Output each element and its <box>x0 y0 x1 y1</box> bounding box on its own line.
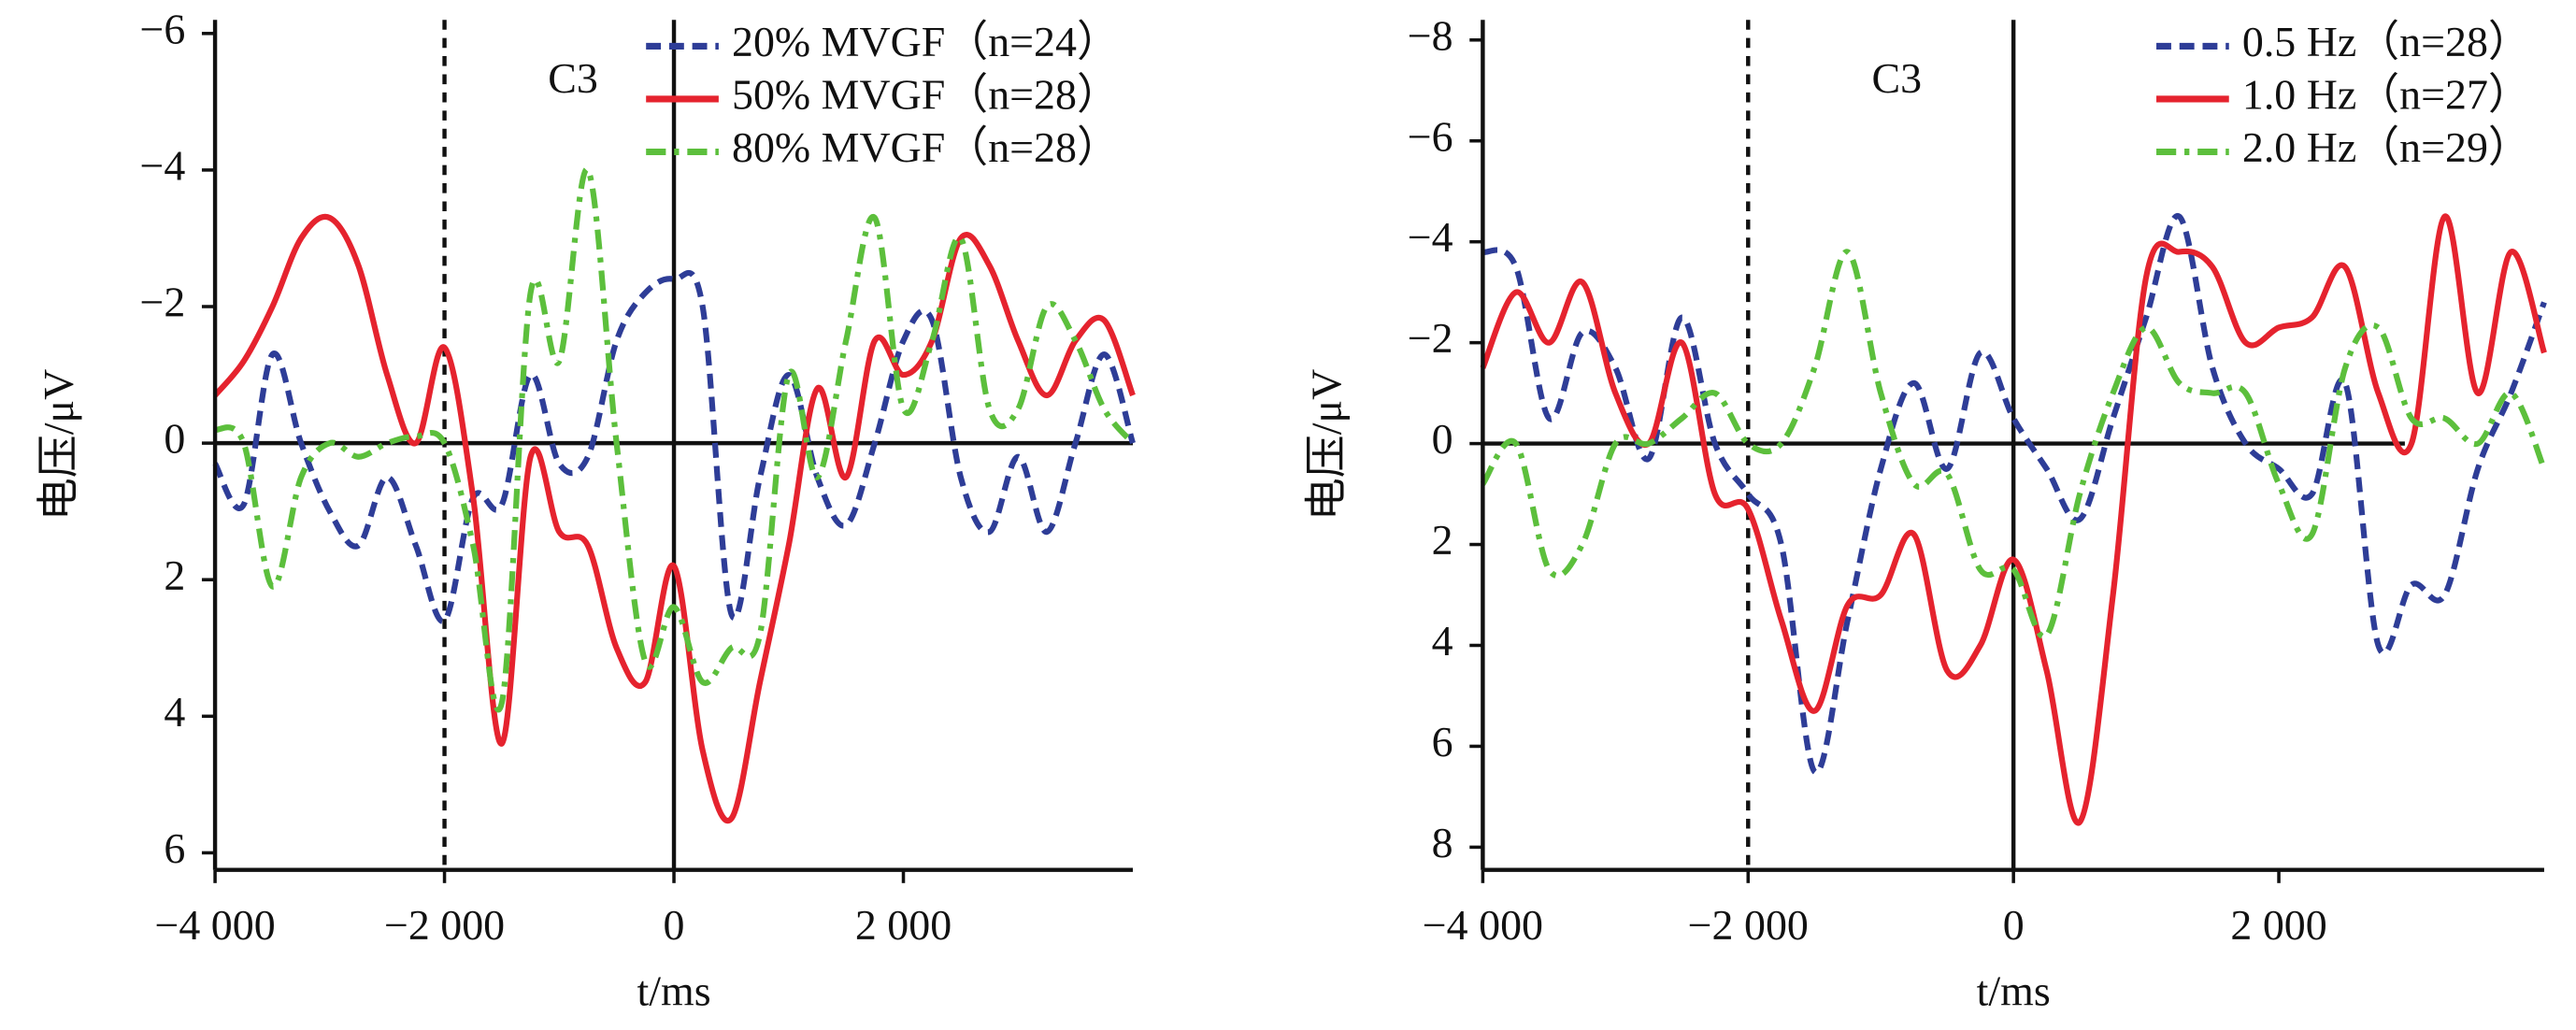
y-tick-label: −2 <box>1408 314 1453 362</box>
x-tick-label: 0 <box>2003 901 2025 949</box>
y-tick-label: −4 <box>139 141 185 189</box>
y-tick-label: −8 <box>1408 11 1453 59</box>
x-tick-label: 0 <box>664 901 685 949</box>
y-tick-label: −2 <box>139 279 185 326</box>
x-tick-label: 2 000 <box>2230 901 2326 949</box>
series-line <box>1480 249 2547 640</box>
y-tick-label: 6 <box>164 824 185 872</box>
annotation: C3 <box>1871 54 1922 102</box>
y-tick-label: 6 <box>1432 718 1453 765</box>
x-tick-label: 2 000 <box>855 901 952 949</box>
series-line <box>213 166 1136 713</box>
series-line <box>1480 213 2547 826</box>
y-tick-label: 4 <box>1432 617 1453 665</box>
legend-label: 1.0 Hz（n=27） <box>2242 70 2531 118</box>
series-line <box>212 269 1136 624</box>
legend-label: 20% MVGF（n=24） <box>732 18 1120 65</box>
x-tick-label: −2 000 <box>384 901 505 949</box>
x-tick-label: −4 000 <box>154 901 275 949</box>
x-axis-label: t/ms <box>1977 966 2051 1014</box>
y-tick-label: −6 <box>139 5 185 52</box>
x-tick-label: −4 000 <box>1423 901 1543 949</box>
y-tick-label: 0 <box>164 415 185 463</box>
y-tick-label: 0 <box>1432 415 1453 463</box>
y-axis-label: 电压/μV <box>35 369 82 521</box>
legend-label: 2.0 Hz（n=29） <box>2242 123 2531 171</box>
y-tick-label: −6 <box>1408 112 1453 160</box>
y-tick-label: 8 <box>1432 819 1453 866</box>
legend-label: 50% MVGF（n=28） <box>732 70 1120 118</box>
y-tick-label: −4 <box>1408 213 1453 261</box>
annotation: C3 <box>548 54 598 102</box>
legend-label: 0.5 Hz（n=28） <box>2242 18 2531 65</box>
y-tick-label: 2 <box>164 551 185 599</box>
series-line <box>212 213 1136 824</box>
x-axis-label: t/ms <box>637 966 710 1014</box>
legend-label: 80% MVGF（n=28） <box>732 123 1120 171</box>
y-tick-label: 2 <box>1432 516 1453 564</box>
y-axis-label: 电压/μV <box>1302 369 1350 521</box>
y-tick-label: 4 <box>164 688 185 736</box>
x-tick-label: −2 000 <box>1688 901 1809 949</box>
